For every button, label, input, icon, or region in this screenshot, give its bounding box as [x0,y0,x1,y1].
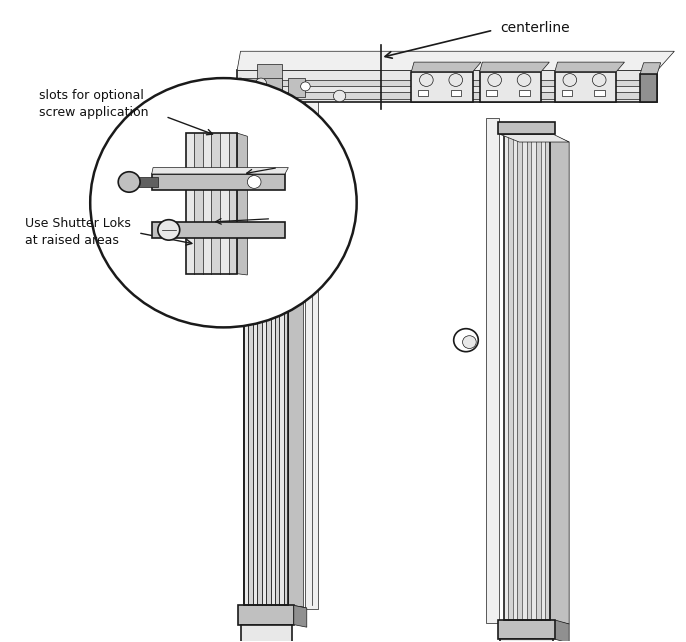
Bar [241,78,258,98]
Bar [305,100,318,609]
Text: Use Shutter Loks
at raised areas: Use Shutter Loks at raised areas [25,216,131,247]
Bar [513,134,517,620]
Polygon shape [555,62,624,72]
Bar [595,90,604,96]
Bar [228,133,237,273]
Bar [244,116,288,605]
Bar [504,134,550,620]
Bar [194,133,203,273]
Bar [253,116,257,605]
Polygon shape [480,62,549,72]
Bar [203,133,211,273]
Bar [284,116,288,605]
Bar [237,92,657,100]
Circle shape [333,91,346,101]
Bar [248,116,253,605]
Bar [152,222,285,238]
Bar [129,177,158,187]
Circle shape [256,78,266,89]
Bar [257,116,261,605]
Circle shape [158,220,180,240]
Bar [562,90,572,96]
Bar [257,64,282,119]
Bar [517,134,522,620]
Bar [412,72,473,102]
Bar [237,71,657,102]
Bar [500,639,554,642]
Polygon shape [288,116,303,607]
Bar [275,116,279,605]
Circle shape [563,74,577,87]
Circle shape [488,74,501,87]
Bar [220,133,228,273]
Bar [211,133,220,273]
Polygon shape [237,133,248,275]
Polygon shape [550,134,569,624]
Bar [451,90,461,96]
Polygon shape [239,605,307,608]
Bar [239,605,294,625]
Bar [239,102,294,116]
Circle shape [593,74,606,87]
Bar [555,72,616,102]
Polygon shape [556,620,569,642]
Bar [498,121,556,134]
Polygon shape [640,74,657,102]
Bar [536,134,541,620]
Circle shape [235,78,246,89]
Bar [152,174,285,190]
Circle shape [517,74,531,87]
Bar [519,90,530,96]
Bar [486,118,499,623]
Circle shape [118,172,140,192]
Bar [244,116,288,605]
Circle shape [300,82,310,91]
Circle shape [453,329,478,352]
Bar [241,625,292,642]
Bar [270,116,275,605]
Polygon shape [412,62,481,72]
Polygon shape [239,102,310,107]
Bar [237,80,657,87]
Bar [527,134,532,620]
Bar [186,133,194,273]
Bar [288,78,305,98]
Bar [545,134,550,620]
Bar [261,116,266,605]
Circle shape [248,175,261,188]
Text: centerline: centerline [500,21,570,35]
Bar [418,90,428,96]
Bar [508,134,513,620]
Text: slots for optional
screw application: slots for optional screw application [39,89,148,119]
Polygon shape [640,63,661,74]
Bar [486,90,497,96]
Bar [279,116,284,605]
Polygon shape [294,605,307,627]
Bar [480,72,541,102]
Polygon shape [152,168,288,174]
Circle shape [462,336,476,349]
Bar [522,134,527,620]
Bar [498,620,556,639]
Polygon shape [500,134,569,142]
Bar [264,78,281,98]
Circle shape [420,74,433,87]
Polygon shape [237,51,674,71]
Bar [504,134,508,620]
Bar [266,116,270,605]
Bar [532,134,536,620]
Circle shape [90,78,357,327]
Bar [541,134,545,620]
Bar [244,116,248,605]
Circle shape [449,74,462,87]
Bar [186,133,237,273]
